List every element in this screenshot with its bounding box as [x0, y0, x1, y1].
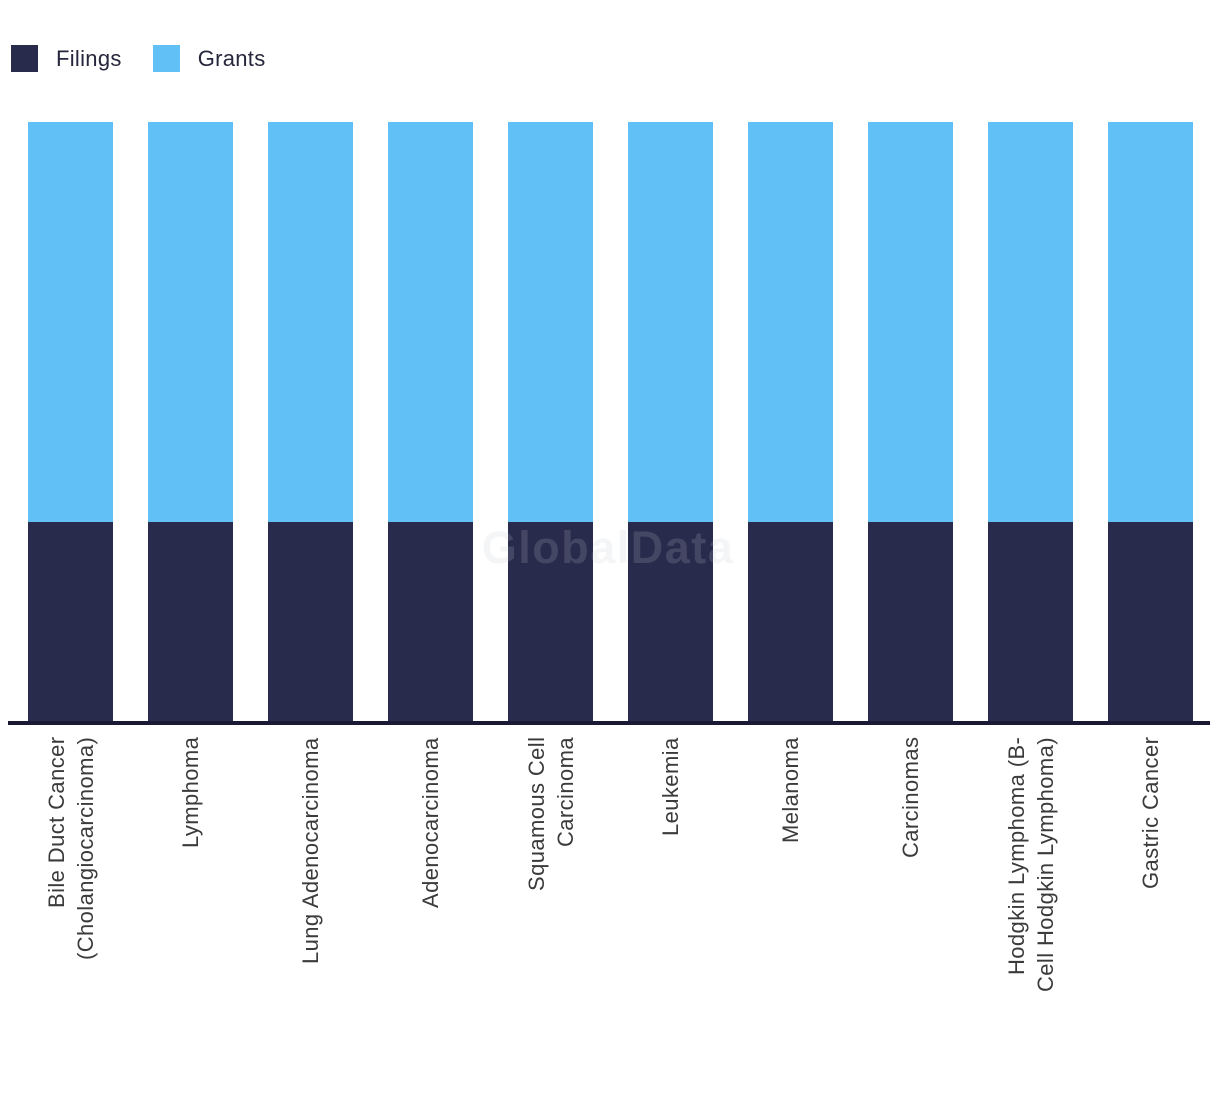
bar-segment-grants[interactable]: [268, 122, 353, 522]
x-axis-label: Bile Duct Cancer (Cholangiocarcinoma): [43, 737, 98, 961]
x-axis-label-cell: Leukemia: [611, 737, 731, 1037]
bar-lymphoma: [148, 122, 233, 721]
bar-segment-grants[interactable]: [628, 122, 713, 522]
x-axis-label-cell: Adenocarcinoma: [371, 737, 491, 1037]
x-axis-label-cell: Lymphoma: [131, 737, 251, 1037]
bar-segment-filings[interactable]: [628, 521, 713, 721]
x-axis-label-cell: Carcinomas: [851, 737, 971, 1037]
legend-label-grants: Grants: [197, 45, 266, 71]
bar-segment-grants[interactable]: [1108, 122, 1193, 522]
bar-segment-filings[interactable]: [1108, 521, 1193, 721]
bar-segment-grants[interactable]: [988, 122, 1073, 522]
bar-segment-filings[interactable]: [748, 521, 833, 721]
bar-segment-filings[interactable]: [28, 521, 113, 721]
bar-squamous-cell-carcinoma: [508, 122, 593, 721]
bar-bile-duct-cancer-cholangiocarcinoma: [28, 122, 113, 721]
chart-legend: Filings Grants: [11, 45, 266, 72]
x-axis-label-cell: Hodgkin Lymphoma (B- Cell Hodgkin Lympho…: [971, 737, 1091, 1037]
bar-segment-filings[interactable]: [988, 521, 1073, 721]
x-axis-label-cell: Lung Adenocarcinoma: [251, 737, 371, 1037]
bar-segment-grants[interactable]: [28, 122, 113, 522]
filings-swatch-icon: [11, 45, 38, 72]
x-axis-label: Leukemia: [658, 737, 683, 836]
x-axis-label: Melanoma: [778, 737, 803, 843]
x-axis-label-cell: Gastric Cancer: [1091, 737, 1211, 1037]
legend-item-filings[interactable]: Filings: [11, 45, 122, 72]
grants-swatch-icon: [152, 45, 180, 72]
x-axis-label: Hodgkin Lymphoma (B- Cell Hodgkin Lympho…: [1003, 737, 1058, 992]
x-axis-label: Gastric Cancer: [1138, 737, 1163, 890]
x-axis-label: Squamous Cell Carcinoma: [523, 737, 578, 892]
bar-adenocarcinoma: [388, 122, 473, 721]
x-axis-label-cell: Squamous Cell Carcinoma: [491, 737, 611, 1037]
bar-gastric-cancer: [1108, 122, 1193, 721]
bar-segment-filings[interactable]: [388, 521, 473, 721]
x-axis-label: Lung Adenocarcinoma: [298, 737, 323, 964]
bar-carcinomas: [868, 122, 953, 721]
bar-segment-filings[interactable]: [508, 521, 593, 721]
bar-lung-adenocarcinoma: [268, 122, 353, 721]
x-axis-label-cell: Bile Duct Cancer (Cholangiocarcinoma): [11, 737, 131, 1037]
x-axis-label: Lymphoma: [178, 737, 203, 849]
bar-segment-grants[interactable]: [388, 122, 473, 522]
bar-segment-grants[interactable]: [148, 122, 233, 522]
x-axis-label: Carcinomas: [898, 737, 923, 859]
bar-melanoma: [748, 122, 833, 721]
bar-segment-grants[interactable]: [508, 122, 593, 522]
x-axis-line: [8, 721, 1210, 725]
bar-leukemia: [628, 122, 713, 721]
bar-segment-filings[interactable]: [268, 521, 353, 721]
legend-item-grants[interactable]: Grants: [152, 45, 266, 72]
bar-segment-grants[interactable]: [748, 122, 833, 522]
bar-hodgkin-lymphoma-b-cell-hodgkin-lymphoma: [988, 122, 1073, 721]
legend-label-filings: Filings: [56, 45, 122, 71]
x-axis-label: Adenocarcinoma: [418, 737, 443, 908]
bar-segment-grants[interactable]: [868, 122, 953, 522]
bar-segment-filings[interactable]: [868, 521, 953, 721]
x-axis-label-cell: Melanoma: [731, 737, 851, 1037]
bar-segment-filings[interactable]: [148, 521, 233, 721]
